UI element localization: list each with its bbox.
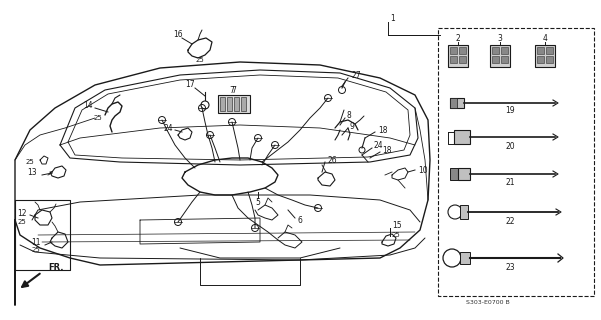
Text: 25: 25	[26, 159, 34, 165]
Text: FR.: FR.	[48, 263, 64, 273]
Bar	[241, 97, 246, 111]
Bar	[460, 205, 468, 219]
Bar	[458, 168, 470, 180]
Text: 9: 9	[350, 122, 355, 131]
Text: 10: 10	[418, 165, 428, 174]
Text: 22: 22	[505, 217, 514, 226]
Bar	[546, 47, 553, 54]
Text: 25: 25	[195, 57, 204, 63]
Bar	[218, 95, 250, 113]
Text: 27: 27	[352, 70, 362, 79]
Text: 25: 25	[94, 115, 102, 121]
Text: 4: 4	[543, 34, 548, 43]
Text: 3: 3	[498, 34, 502, 43]
Text: 19: 19	[505, 106, 515, 115]
Text: 11: 11	[31, 237, 41, 246]
Text: 25: 25	[17, 219, 26, 225]
Text: 26: 26	[328, 156, 338, 164]
Bar	[450, 98, 464, 108]
Bar	[450, 168, 458, 180]
Bar	[537, 47, 544, 54]
Bar	[459, 47, 466, 54]
Text: 1: 1	[390, 13, 395, 22]
Text: 16: 16	[173, 29, 183, 38]
Bar	[535, 45, 555, 67]
Bar	[227, 97, 232, 111]
Bar	[438, 28, 594, 296]
Text: 2: 2	[456, 34, 460, 43]
Bar	[537, 56, 544, 63]
Text: 25: 25	[32, 247, 40, 253]
Text: 18: 18	[378, 125, 388, 134]
Text: 14: 14	[83, 100, 93, 109]
Bar	[492, 56, 499, 63]
Text: 12: 12	[17, 209, 27, 218]
Bar	[492, 47, 499, 54]
Text: S303-E0700 B: S303-E0700 B	[466, 300, 510, 305]
Bar	[501, 47, 508, 54]
Text: 15: 15	[392, 220, 401, 229]
Text: 18: 18	[382, 146, 391, 155]
Bar	[450, 47, 457, 54]
Text: 23: 23	[505, 263, 515, 273]
Bar	[490, 45, 510, 67]
Text: 24: 24	[374, 140, 383, 149]
Text: 24: 24	[163, 124, 173, 132]
Bar	[448, 45, 468, 67]
Text: 20: 20	[505, 141, 515, 150]
Bar	[501, 56, 508, 63]
Bar	[234, 97, 239, 111]
Bar	[450, 98, 457, 108]
Bar	[220, 97, 225, 111]
Bar	[454, 130, 470, 144]
Bar	[460, 252, 470, 264]
Text: 17: 17	[185, 79, 195, 89]
Text: 7: 7	[231, 85, 236, 94]
Bar	[546, 56, 553, 63]
Text: 5: 5	[255, 197, 260, 206]
Text: 8: 8	[347, 110, 352, 119]
Text: 21: 21	[505, 178, 514, 187]
Text: 6: 6	[298, 215, 303, 225]
Text: 13: 13	[27, 167, 37, 177]
Text: 25: 25	[392, 232, 401, 238]
Bar	[459, 56, 466, 63]
Text: 7: 7	[230, 85, 234, 94]
Bar	[450, 56, 457, 63]
